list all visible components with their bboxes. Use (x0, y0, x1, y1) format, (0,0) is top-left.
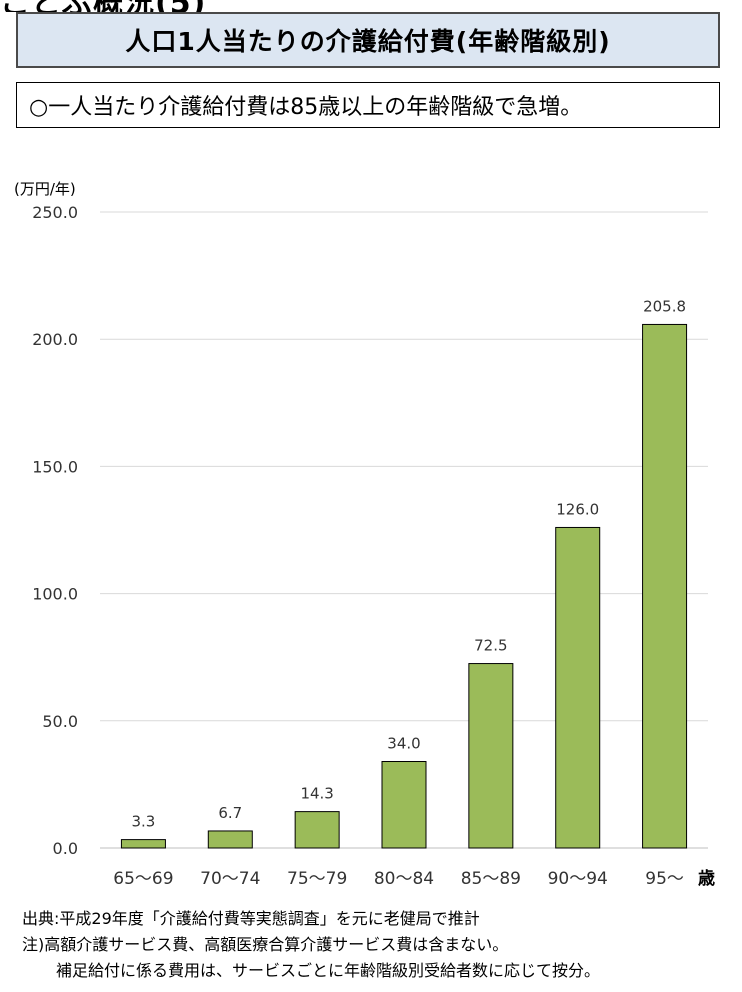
value-labels: 3.3 6.7 14.3 34.0 72.5 126.0 205.8 (131, 297, 686, 830)
value-label: 34.0 (387, 735, 420, 753)
bar (468, 663, 514, 849)
value-label: 205.8 (643, 297, 686, 315)
cut-off-heading: ことぶ概況(5) (0, 0, 742, 12)
chart-title-box: 人口1人当たりの介護給付費(年齢階級別) (16, 12, 720, 68)
summary-box: ○一人当たり介護給付費は85歳以上の年齢階級で急増。 (16, 82, 720, 128)
bar-chart: (万円/年) 0.0 50.0 100.0 150.0 200.0 250.0 3.3 6.… (14, 180, 715, 889)
gridlines (100, 211, 708, 849)
x-tick-label: 65〜69 (113, 869, 173, 889)
x-axis-ticks: 65〜69 70〜74 75〜79 80〜84 85〜89 90〜94 95〜 (113, 869, 684, 889)
x-axis-unit-label: 歳 (698, 868, 715, 889)
source-note: 出典:平成29年度「介護給付費等実態調査」を元に老健局で推計 (22, 909, 480, 928)
bar (294, 811, 340, 849)
x-tick-label: 90〜94 (548, 869, 608, 889)
summary-text: ○一人当たり介護給付費は85歳以上の年齢階級で急増。 (29, 95, 583, 120)
bar (555, 526, 601, 849)
y-tick-label: 150.0 (32, 457, 78, 476)
y-axis-unit-label: (万円/年) (14, 180, 76, 198)
y-tick-label: 0.0 (53, 839, 78, 858)
x-tick-label: 70〜74 (200, 869, 260, 889)
x-tick-label: 75〜79 (287, 869, 347, 889)
y-axis-ticks: 0.0 50.0 100.0 150.0 200.0 250.0 (32, 203, 78, 858)
x-tick-label: 85〜89 (461, 869, 521, 889)
bar (207, 830, 253, 849)
y-tick-label: 100.0 (32, 585, 78, 604)
bar (120, 839, 166, 849)
value-label: 72.5 (474, 637, 507, 655)
value-label: 3.3 (131, 813, 155, 831)
bar (642, 323, 688, 849)
y-tick-label: 50.0 (42, 712, 78, 731)
x-tick-label: 95〜 (645, 869, 684, 889)
chart-title: 人口1人当たりの介護給付費(年齢階級別) (125, 27, 611, 56)
footnotes: 出典:平成29年度「介護給付費等実態調査」を元に老健局で推計 注)高額介護サービ… (22, 906, 732, 984)
bar (381, 761, 427, 849)
bars (120, 323, 688, 849)
note-2: 補足給付に係る費用は、サービスごとに年齢階級別受給者数に応じて按分。 (56, 961, 601, 980)
value-label: 126.0 (556, 500, 599, 518)
value-label: 14.3 (300, 785, 333, 803)
y-tick-label: 200.0 (32, 330, 78, 349)
note-1: 注)高額介護サービス費、高額医療合算介護サービス費は含まない。 (22, 935, 509, 954)
x-tick-label: 80〜84 (374, 869, 434, 889)
y-tick-label: 250.0 (32, 203, 78, 222)
value-label: 6.7 (218, 804, 242, 822)
